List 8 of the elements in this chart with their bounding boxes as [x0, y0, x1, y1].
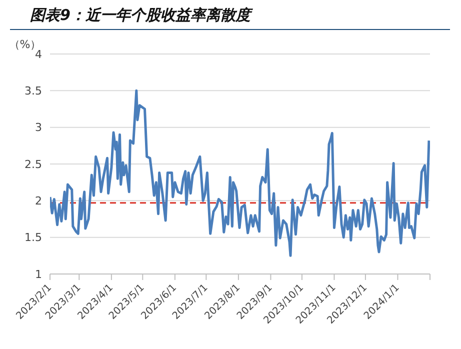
- y-tick-label: 2.5: [24, 158, 42, 171]
- line-series: [50, 89, 430, 257]
- y-tick-label: 1: [35, 268, 42, 281]
- y-tick-label: 1.5: [24, 231, 42, 244]
- y-tick-label: 3.5: [24, 84, 42, 98]
- chart-title: 图表9：近一年个股收益率离散度: [30, 6, 250, 25]
- y-tick-label: 3: [35, 121, 42, 134]
- y-tick-label: 2: [35, 194, 42, 208]
